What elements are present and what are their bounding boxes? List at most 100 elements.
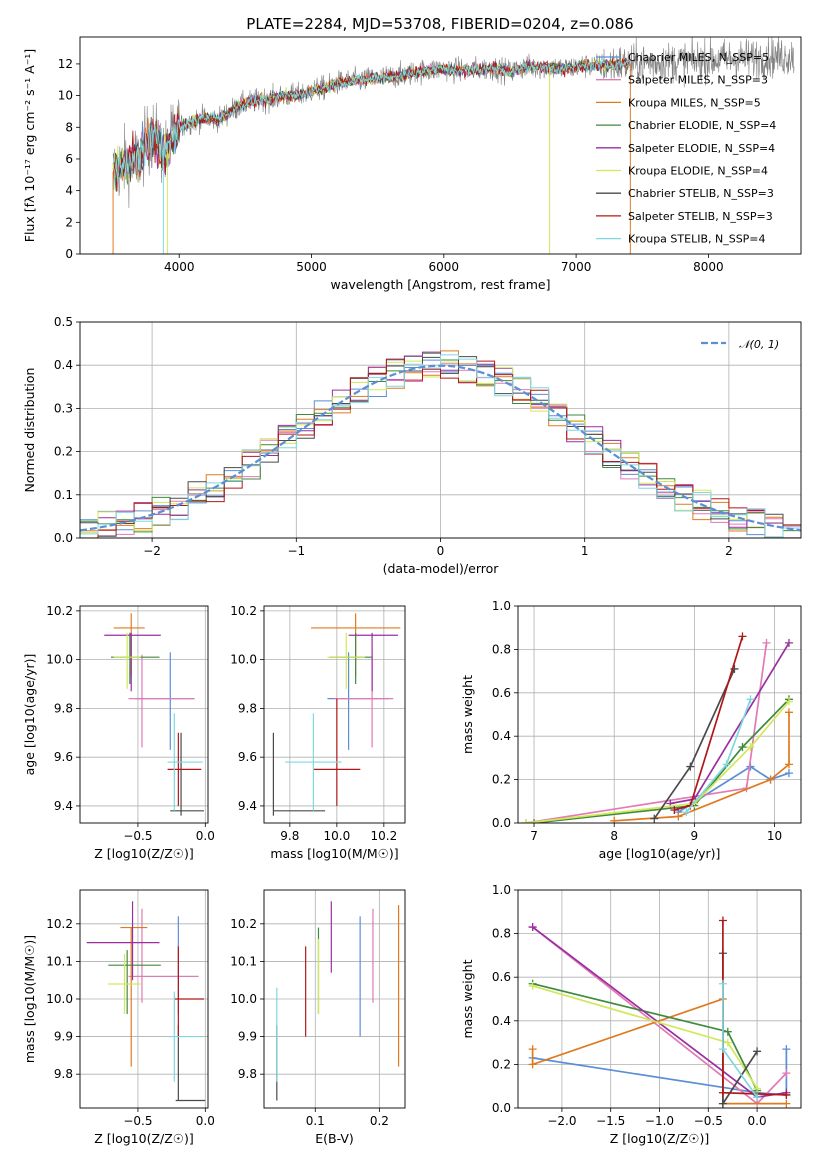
spectrum-ytick-label: 10 [58,89,73,103]
massweight-marker-salpeter_miles [762,638,771,647]
massweight_vs_age-ytick-label: 1.0 [492,599,511,613]
legend-label-kroupa_elodie: Kroupa ELODIE, N_SSP=4 [628,165,768,178]
massweight-marker-chabrier_miles [784,769,793,778]
legend-label-salpeter_stelib: Salpeter STELIB, N_SSP=3 [628,210,773,223]
spectrum-ytick-label: 2 [65,215,73,229]
legend-label-normal: 𝒩(0, 1) [739,338,779,351]
axes-frame [79,36,802,255]
mass_vs_Z-ytick-label: 9.8 [54,1067,73,1081]
massweight-marker-chabrier_stelib [686,762,695,771]
spectrum-xtick-label: 4000 [164,260,195,274]
massweight_vs_Z-ytick-label: 0.8 [492,927,511,941]
figure-title: PLATE=2284, MJD=53708, FIBERID=0204, z=0… [246,15,633,33]
mass_vs_EBV-ytick-label: 9.8 [238,1067,257,1081]
age_vs_mass-axes: 9.8 10.0 10.2 9.4 9.6 9.8 10.0 10.2 mass [log10(… [230,604,406,861]
age_vs_mass-xtick-label: 10.2 [370,829,397,843]
massweight_vs_age-ytick-label: 0.4 [492,729,511,743]
spectrum-xtick-label: 6000 [429,260,460,274]
residuals-xtick-label: 2 [725,544,733,558]
residuals-ytick-label: 0.0 [54,531,73,545]
massweight-marker-chabrier_elodie [530,819,539,823]
massweight-marker-salpeter_stelib [782,1090,791,1099]
age_vs_Z-ytick-label: 9.8 [54,701,73,715]
mass_vs_EBV-xlabel: E(B-V) [315,1131,354,1146]
massweight_vs_age-ytick-label: 0.8 [492,642,511,656]
massweight_vs_Z-ylabel: mass weight [460,959,475,1038]
massweight_vs_Z-xtick-label: −0.5 [694,1114,723,1128]
histogram-step-kroupa_stelib [80,354,801,538]
spectrum-plot-area [112,37,795,254]
massweight_vs_Z-xlabel: Z [log10(Z/Z☉)] [610,1131,710,1146]
massweight-marker-kroupa_stelib [753,1093,762,1102]
mass_vs_EBV-xtick-label: 0.1 [306,1114,325,1128]
massweight-marker-chabrier_stelib [718,1099,727,1108]
massweight_vs_Z-ytick-label: 0.2 [492,1057,511,1071]
massweight-marker-kroupa_miles [782,1099,791,1108]
massweight-marker-kroupa_stelib [682,808,691,817]
spectrum-model-line-kroupa_stelib [112,59,630,190]
massweight_vs_age-ytick-label: 0.0 [492,816,511,830]
spectrum-ytick-label: 6 [65,152,73,166]
massweight-marker-kroupa_elodie [522,819,531,823]
massweight-marker-kroupa_stelib [722,760,731,769]
age_vs_Z-ytick-label: 9.4 [54,799,73,813]
massweight_vs_Z-xtick-label: −1.5 [596,1114,625,1128]
massweight_vs_Z-ytick-label: 0.0 [492,1101,511,1115]
massweight-marker-chabrier_stelib [650,814,659,823]
massweight-line-salpeter_stelib [674,636,744,811]
massweight_vs_Z-plot-area [528,916,791,1108]
spectrum-axes: 4000 5000 6000 7000 8000 0 2 4 6 8 10 12 wavelength … [22,36,802,292]
mass_vs_Z-ytick-label: 10.1 [46,954,73,968]
normal-reference-curve [80,364,801,532]
massweight-marker-chabrier_elodie [738,743,747,752]
residuals-ytick-label: 0.2 [54,445,73,459]
massweight-marker-kroupa_stelib [718,1045,727,1054]
massweight_vs_age-xtick-label: 7 [530,829,538,843]
massweight-marker-kroupa_miles [766,775,775,784]
massweight-marker-kroupa_elodie [753,1084,762,1093]
residuals-xlabel: (data-model)/error [383,561,500,576]
massweight-marker-kroupa_miles [528,1060,537,1069]
age_vs_mass-ytick-label: 10.0 [230,653,257,667]
spectrum-ytick-label: 4 [65,184,73,198]
massweight-line-chabrier_elodie [533,698,790,823]
mass_vs_Z-ytick-label: 10.2 [46,917,73,931]
massweight-marker-kroupa_stelib [746,695,755,704]
spectrum-xlabel: wavelength [Angstrom, rest frame] [330,277,550,292]
residuals-ytick-label: 0.5 [54,315,73,329]
mass_vs_EBV-ytick-label: 9.9 [238,1030,257,1044]
age_vs_Z-ytick-label: 10.0 [46,653,73,667]
massweight-line-kroupa_elodie [525,700,790,823]
axes-frame [263,889,406,1109]
massweight_vs_age-ytick-label: 0.2 [492,773,511,787]
mass_vs_Z-xtick-label: −0.5 [123,1114,152,1128]
axes-frame [79,889,209,1109]
massweight_vs_age-xlabel: age [log10(age/yr)] [599,846,721,861]
age_vs_mass-xtick-label: 10.0 [323,829,350,843]
massweight_vs_Z-ytick-label: 0.4 [492,1014,511,1028]
histogram-step-kroupa_elodie [80,360,801,538]
legend-label-chabrier_miles: Chabrier MILES, N_SSP=5 [628,51,769,64]
axes-frame [79,605,209,824]
massweight_vs_Z-ytick-label: 1.0 [492,883,511,897]
massweight_vs_age-ylabel: mass weight [460,675,475,754]
spectrum-ytick-label: 12 [58,57,73,71]
age_vs_Z-ytick-label: 10.2 [46,604,73,618]
age_vs_Z-xtick-label: −0.5 [123,829,152,843]
mass_vs_EBV-xtick-label: 0.2 [370,1114,389,1128]
massweight-line-salpeter_stelib [722,920,787,1096]
massweight_vs_Z-ytick-label: 0.6 [492,970,511,984]
mass_vs_Z-ytick-label: 9.9 [54,1030,73,1044]
mass_vs_EBV-plot-area [276,901,400,1101]
age_vs_Z-ylabel: age [log10(age/yr)] [22,654,37,776]
massweight_vs_age-xtick-label: 8 [610,829,618,843]
massweight-marker-chabrier_stelib [753,1047,762,1056]
massweight-marker-kroupa_miles [610,816,619,823]
spectrum-ytick-label: 8 [65,120,73,134]
age_vs_mass-plot-area [272,613,401,816]
massweight-marker-kroupa_elodie [528,981,537,990]
mass_vs_Z-xtick-label: 0.0 [196,1114,215,1128]
legend-label-salpeter_miles: Salpeter MILES, N_SSP=3 [628,74,768,87]
legend-label-salpeter_elodie: Salpeter ELODIE, N_SSP=4 [628,142,775,155]
